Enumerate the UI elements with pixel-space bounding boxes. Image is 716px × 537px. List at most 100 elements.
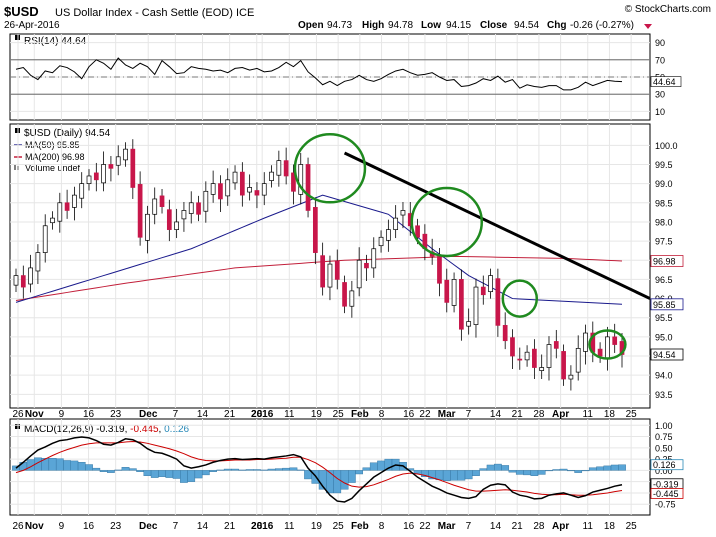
x-axis-label: 11 [284,409,295,420]
macd-title-part: -0.319 [96,424,125,435]
x-axis-label: 7 [173,409,179,420]
macd-histogram-bar [537,470,546,475]
macd-histogram-bar [508,470,517,473]
macd-histogram-bar [99,470,108,472]
candle-up [269,171,274,181]
down-arrow-icon [644,24,652,29]
candle-down [130,148,136,188]
high-label: High [362,20,384,31]
price-tick-label: 99.0 [655,179,673,189]
macd-histogram-bar [435,470,444,481]
candle-down [415,225,420,238]
chg-label: Chg [547,20,566,31]
candle-down [532,348,537,368]
candle-up [174,221,179,230]
macd-histogram-bar [530,470,539,476]
macd-histogram-bar [165,470,174,478]
x-axis-label: 9 [59,409,65,420]
rsi-line [15,57,623,91]
candle-down [166,209,172,230]
macd-histogram-bar [362,467,371,471]
x-axis-label: 16 [83,409,95,420]
open-label: Open [298,20,324,31]
price-value-label: 96.98 [653,257,676,267]
candle-up [232,171,238,184]
macd-histogram-bar [340,470,349,490]
candle-up [123,148,128,161]
x-axis-label: Feb [351,521,369,532]
macd-histogram-bar [70,460,79,471]
x-axis-label: 7 [466,521,472,532]
candle-down [137,184,143,238]
candle-up [466,321,472,327]
macd-title-part: 0.126 [164,424,189,435]
x-axis-label: Nov [25,521,44,532]
candle-up [575,348,581,373]
macd-histogram-bar [187,470,196,482]
macd-title-part: , [159,424,165,435]
macd-histogram-bar [114,469,123,471]
candle-up [524,351,530,361]
candle-up [28,267,33,285]
chart-date: 26-Apr-2016 [4,20,60,31]
candle-down [553,341,559,349]
candle-down [495,278,501,326]
rsi-title-text: RSI(14) 44.64 [24,36,87,47]
x-axis-label: 26 [12,521,24,532]
rsi-tick-label: 10 [655,107,665,117]
candle-down [283,160,289,177]
candle-up [203,190,209,212]
candle-down [320,255,326,288]
candle-down [196,202,201,215]
x-axis-label: 25 [333,521,345,532]
price-tick-label: 100.0 [655,141,678,151]
candle-down [459,279,464,330]
x-axis-label: 28 [533,521,545,532]
candle-up [86,175,92,184]
macd-histogram-bar [545,470,553,472]
candle-down [291,172,296,192]
candle-down [480,286,486,296]
candle-up [539,367,545,371]
candle-up [327,263,333,288]
x-axis-label: 18 [604,409,616,420]
price-tick-label: 98.5 [655,198,673,208]
x-axis-label: 2016 [251,409,274,420]
rsi-tick-label: 30 [655,90,665,100]
candle-up [546,344,552,368]
ma200-line [15,255,623,301]
macd-histogram-bar [464,470,473,480]
candle-up [298,164,304,195]
candle-down [159,195,165,207]
x-axis-label: 28 [251,521,263,532]
watermark: © StockCharts.com [625,4,711,15]
candle-down [342,282,347,307]
symbol: $USD [4,4,39,19]
x-axis-label: 11 [284,521,295,532]
candle-up [400,210,406,216]
macd-histogram-bar [253,469,261,471]
candle-up [261,183,267,196]
macd-histogram-bar [333,470,342,494]
candle-down [612,336,618,345]
candle-down [108,164,114,169]
candle-up [393,217,399,230]
candle-up [210,183,216,195]
candle-down [254,190,260,196]
macd-histogram-bar [479,468,488,471]
macd-histogram-bar [238,469,247,471]
chart-marks: 103050709044.6493.594.094.595.095.596.09… [10,34,684,532]
macd-value-tag [650,488,684,499]
candle-down [305,164,311,211]
x-axis-label: 2016 [251,521,274,532]
macd-histogram-bar [267,468,276,471]
low-value: 94.15 [446,20,471,31]
x-axis-label: 18 [604,521,616,532]
candle-up [79,183,85,199]
price-tick-label: 96.5 [655,275,673,285]
highlight-circle [588,329,627,360]
macd-histogram-bar [501,465,510,471]
macd-histogram-bar [486,464,495,471]
macd-histogram-bar [231,468,239,471]
x-axis-label: 14 [490,409,502,420]
